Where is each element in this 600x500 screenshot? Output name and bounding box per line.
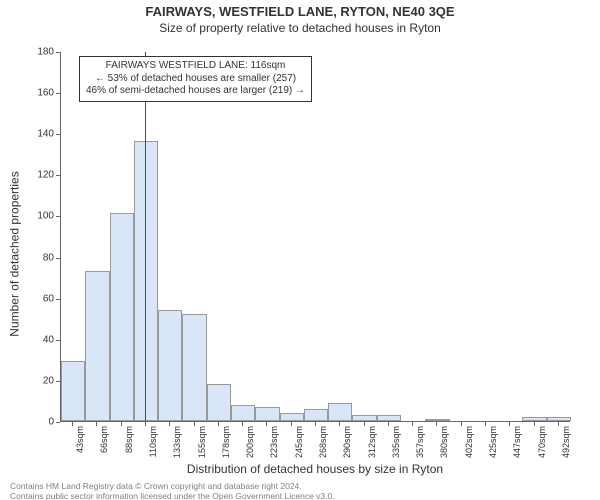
x-tick-mark	[485, 422, 486, 426]
y-tick-label: 180	[37, 47, 54, 58]
x-tick-label: 43sqm	[75, 426, 85, 453]
chart-subtitle: Size of property relative to detached ho…	[0, 21, 600, 35]
y-tick-mark	[56, 93, 60, 94]
marker-line	[145, 52, 146, 421]
x-tick-label: 470sqm	[537, 426, 547, 458]
y-tick-mark	[56, 175, 60, 176]
histogram-bar	[377, 415, 401, 421]
annotation-line: ← 53% of detached houses are smaller (25…	[86, 73, 305, 86]
x-tick-label: 66sqm	[99, 426, 109, 453]
x-tick-mark	[339, 422, 340, 426]
x-tick-label: 223sqm	[269, 426, 279, 458]
x-tick-mark	[169, 422, 170, 426]
footer-credits: Contains HM Land Registry data © Crown c…	[10, 482, 335, 500]
x-tick-mark	[436, 422, 437, 426]
x-tick-label: 200sqm	[245, 426, 255, 458]
histogram-bar	[304, 409, 328, 421]
x-tick-label: 335sqm	[391, 426, 401, 458]
x-tick-mark	[121, 422, 122, 426]
x-tick-label: 402sqm	[464, 426, 474, 458]
x-tick-label: 133sqm	[172, 426, 182, 458]
y-tick-label: 80	[43, 252, 54, 263]
x-tick-label: 425sqm	[488, 426, 498, 458]
histogram-bar	[425, 419, 449, 421]
y-tick-label: 120	[37, 170, 54, 181]
y-tick-mark	[56, 258, 60, 259]
x-tick-label: 245sqm	[294, 426, 304, 458]
histogram-bar	[328, 403, 352, 422]
x-tick-label: 178sqm	[221, 426, 231, 458]
y-tick-label: 140	[37, 129, 54, 140]
x-tick-label: 155sqm	[197, 426, 207, 458]
x-tick-mark	[534, 422, 535, 426]
histogram-bar	[255, 407, 279, 421]
histogram-bar	[280, 413, 304, 421]
x-tick-mark	[266, 422, 267, 426]
plot-area: FAIRWAYS WESTFIELD LANE: 116sqm← 53% of …	[60, 52, 570, 422]
x-tick-mark	[291, 422, 292, 426]
x-tick-mark	[145, 422, 146, 426]
y-tick-mark	[56, 52, 60, 53]
y-tick-label: 160	[37, 88, 54, 99]
y-tick-mark	[56, 299, 60, 300]
x-tick-label: 268sqm	[318, 426, 328, 458]
histogram-bar	[182, 314, 206, 421]
annotation-line: FAIRWAYS WESTFIELD LANE: 116sqm	[86, 60, 305, 73]
y-tick-mark	[56, 381, 60, 382]
x-tick-label: 447sqm	[512, 426, 522, 458]
annotation-line: 46% of semi-detached houses are larger (…	[86, 85, 305, 98]
histogram-bar	[352, 415, 376, 421]
footer-line2: Contains public sector information licen…	[10, 492, 335, 500]
x-tick-mark	[558, 422, 559, 426]
x-tick-label: 380sqm	[439, 426, 449, 458]
x-tick-label: 110sqm	[148, 426, 158, 457]
x-tick-label: 88sqm	[124, 426, 134, 453]
x-tick-mark	[242, 422, 243, 426]
x-tick-mark	[315, 422, 316, 426]
y-tick-mark	[56, 216, 60, 217]
chart-container: FAIRWAYS, WESTFIELD LANE, RYTON, NE40 3Q…	[0, 4, 600, 500]
x-tick-mark	[218, 422, 219, 426]
x-tick-label: 290sqm	[342, 426, 352, 458]
annotation-box: FAIRWAYS WESTFIELD LANE: 116sqm← 53% of …	[79, 56, 312, 102]
histogram-bar	[85, 271, 109, 421]
y-tick-label: 60	[43, 293, 54, 304]
x-axis-label: Distribution of detached houses by size …	[60, 462, 570, 476]
histogram-bar	[207, 384, 231, 421]
x-tick-mark	[509, 422, 510, 426]
histogram-bar	[110, 213, 134, 421]
x-tick-mark	[72, 422, 73, 426]
x-tick-label: 357sqm	[415, 426, 425, 458]
x-tick-mark	[96, 422, 97, 426]
y-tick-label: 40	[43, 334, 54, 345]
x-tick-label: 492sqm	[561, 426, 571, 458]
histogram-bar	[547, 417, 571, 421]
y-tick-label: 100	[37, 211, 54, 222]
y-tick-mark	[56, 422, 60, 423]
y-tick-label: 20	[43, 375, 54, 386]
histogram-bar	[522, 417, 546, 421]
histogram-bar	[231, 405, 255, 421]
x-tick-mark	[364, 422, 365, 426]
y-tick-label: 0	[48, 417, 54, 428]
y-tick-mark	[56, 134, 60, 135]
y-tick-mark	[56, 340, 60, 341]
x-tick-mark	[194, 422, 195, 426]
y-axis-ticks: 020406080100120140160180	[0, 52, 60, 422]
x-tick-mark	[412, 422, 413, 426]
x-axis-ticks: 43sqm 66sqm 88sqm 110sqm 133sqm 155sqm 178sqm 2…	[60, 422, 570, 462]
histogram-bar	[61, 361, 85, 421]
x-tick-mark	[388, 422, 389, 426]
histogram-bar	[158, 310, 182, 421]
chart-title: FAIRWAYS, WESTFIELD LANE, RYTON, NE40 3Q…	[0, 4, 600, 19]
x-tick-mark	[461, 422, 462, 426]
x-tick-label: 312sqm	[367, 426, 377, 458]
